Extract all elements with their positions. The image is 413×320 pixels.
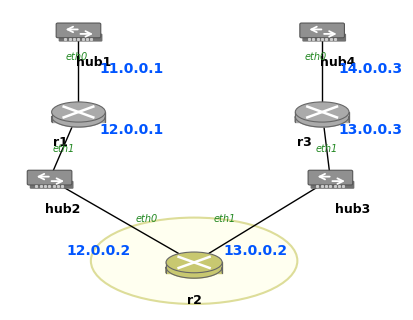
Text: hub2: hub2: [45, 203, 81, 216]
FancyBboxPatch shape: [302, 34, 346, 42]
Polygon shape: [52, 116, 105, 127]
Ellipse shape: [52, 102, 105, 122]
FancyBboxPatch shape: [30, 181, 74, 189]
Text: hub4: hub4: [320, 56, 356, 69]
Text: r2: r2: [187, 294, 202, 308]
FancyBboxPatch shape: [56, 23, 101, 38]
Text: 12.0.0.2: 12.0.0.2: [66, 244, 131, 258]
Text: eth1: eth1: [214, 214, 236, 224]
Text: eth1: eth1: [315, 144, 337, 154]
Text: r1: r1: [53, 136, 68, 149]
Text: hub1: hub1: [76, 56, 112, 69]
Polygon shape: [295, 116, 349, 127]
Text: 14.0.0.3: 14.0.0.3: [339, 62, 403, 76]
Text: 13.0.0.2: 13.0.0.2: [223, 244, 287, 258]
Text: 12.0.0.1: 12.0.0.1: [99, 123, 164, 137]
Polygon shape: [166, 267, 222, 278]
Ellipse shape: [295, 102, 349, 122]
Ellipse shape: [166, 252, 222, 273]
Text: eth0: eth0: [135, 214, 158, 224]
Text: eth1: eth1: [53, 144, 75, 154]
Polygon shape: [52, 112, 105, 122]
FancyBboxPatch shape: [308, 170, 353, 185]
Text: 13.0.0.3: 13.0.0.3: [339, 123, 403, 137]
FancyBboxPatch shape: [300, 23, 344, 38]
Text: eth0: eth0: [65, 52, 88, 62]
Polygon shape: [295, 112, 349, 122]
Text: hub3: hub3: [335, 203, 370, 216]
FancyBboxPatch shape: [27, 170, 72, 185]
Polygon shape: [166, 262, 222, 273]
Text: 11.0.0.1: 11.0.0.1: [99, 62, 164, 76]
Ellipse shape: [91, 218, 297, 304]
Text: eth0: eth0: [305, 52, 327, 62]
FancyBboxPatch shape: [311, 181, 354, 189]
FancyBboxPatch shape: [59, 34, 102, 42]
Text: r3: r3: [297, 136, 312, 149]
